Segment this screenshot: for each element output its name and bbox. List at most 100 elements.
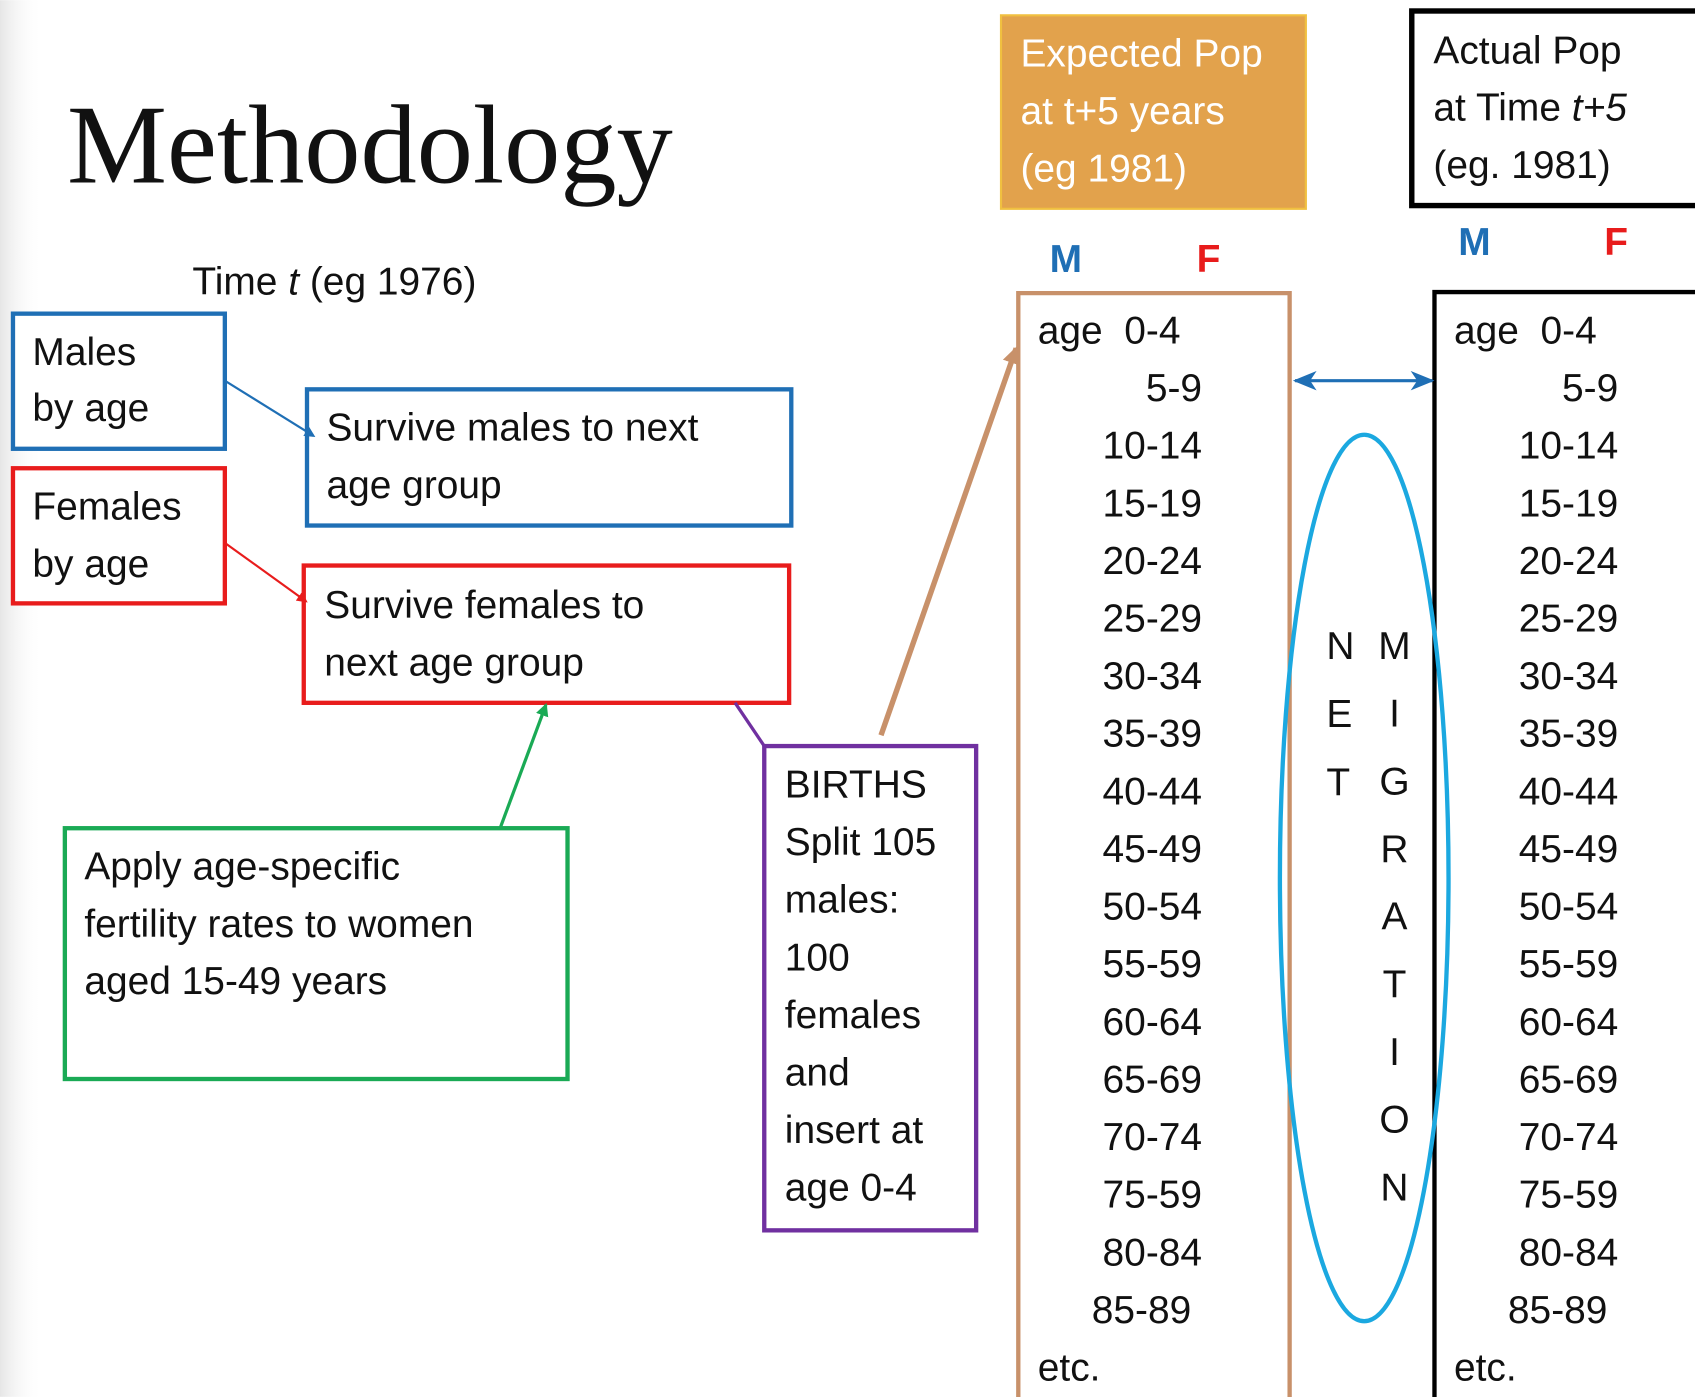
actual-header-line: Actual Pop [1433, 29, 1621, 72]
edge-shade [0, 0, 44, 1397]
box-text: Survive females to [324, 584, 644, 627]
box-text: Females [32, 486, 181, 529]
box-text: fertility rates to women [84, 903, 473, 946]
title: Methodology [67, 84, 673, 208]
connector [733, 701, 766, 747]
actual-header-line: at Time t+5 [1433, 87, 1627, 130]
box-text: Males [32, 331, 136, 374]
age-group: 25-29 [1519, 597, 1619, 640]
box-text: next age group [324, 641, 584, 684]
migration-letter: I [1389, 1031, 1400, 1074]
expected-header-box [999, 14, 1307, 210]
box-text: by age [32, 543, 149, 586]
age-group: 5-9 [1146, 367, 1202, 410]
actual-header-box [1409, 8, 1695, 209]
age-group: age 0-4 [1038, 309, 1181, 352]
migration-ellipse [1277, 432, 1451, 1324]
age-group: 10-14 [1103, 425, 1203, 468]
female-label: F [1197, 238, 1221, 281]
box-text: Survive males to next [326, 407, 698, 450]
box-text: age group [326, 464, 501, 507]
arrow [878, 346, 1020, 737]
migration-letter: G [1379, 760, 1409, 803]
age-group: 60-64 [1519, 1001, 1619, 1044]
age-group: 85-89 [1092, 1289, 1192, 1332]
age-group: 45-49 [1103, 828, 1203, 871]
age-group: 20-24 [1103, 540, 1203, 583]
box-text: Apply age-specific [84, 846, 400, 889]
age-group: 85-89 [1508, 1289, 1608, 1332]
age-group: 35-39 [1519, 713, 1619, 756]
age-group: 80-84 [1519, 1231, 1619, 1274]
age-group: 30-34 [1103, 655, 1203, 698]
actual-header-line: (eg. 1981) [1433, 144, 1610, 187]
box-text: age 0-4 [785, 1167, 917, 1210]
age-group: 40-44 [1103, 770, 1203, 813]
actual-column [1432, 289, 1695, 1397]
female-label: F [1604, 221, 1628, 264]
age-group: age 0-4 [1454, 309, 1597, 352]
age-group: 80-84 [1103, 1231, 1203, 1274]
expected-header-line: Expected Pop [1020, 33, 1262, 76]
migration-letter: M [1378, 625, 1410, 668]
box-text: Split 105 [785, 821, 936, 864]
migration-letter: I [1389, 693, 1400, 736]
expected-header-line: (eg 1981) [1020, 147, 1187, 190]
age-group: 50-54 [1103, 886, 1203, 929]
migration-letter: T [1383, 963, 1407, 1006]
male-label: M [1458, 221, 1490, 264]
age-group: 45-49 [1519, 828, 1619, 871]
expected-column [1016, 290, 1292, 1397]
box-text: BIRTHS [785, 763, 927, 806]
migration-letter: N [1380, 1166, 1408, 1209]
box-text: males: [785, 879, 900, 922]
age-group: 70-74 [1103, 1116, 1203, 1159]
age-group: 20-24 [1519, 540, 1619, 583]
box-text: by age [32, 387, 149, 430]
box-text: and [785, 1052, 850, 1095]
survive-females-box [301, 563, 792, 705]
age-group: 60-64 [1103, 1001, 1203, 1044]
age-group: 10-14 [1519, 425, 1619, 468]
age-group: etc. [1038, 1347, 1101, 1390]
age-group: 50-54 [1519, 886, 1619, 929]
births-box [762, 743, 979, 1233]
age-group: etc. [1454, 1347, 1517, 1390]
arrow [498, 702, 549, 828]
age-group: 5-9 [1562, 367, 1618, 410]
age-group: 70-74 [1519, 1116, 1619, 1159]
migration-letter: R [1380, 828, 1408, 871]
time-label: Time t (eg 1976) [192, 261, 476, 304]
age-group: 35-39 [1103, 713, 1203, 756]
migration-letter: E [1326, 693, 1352, 736]
box-text: females [785, 994, 921, 1037]
age-group: 40-44 [1519, 770, 1619, 813]
age-group: 15-19 [1519, 482, 1619, 525]
age-group: 65-69 [1103, 1058, 1203, 1101]
migration-letter: A [1382, 896, 1408, 939]
age-group: 75-59 [1103, 1174, 1203, 1217]
age-group: 15-19 [1103, 482, 1203, 525]
age-group: 55-59 [1519, 943, 1619, 986]
females-box [10, 466, 228, 606]
arrow [224, 379, 316, 437]
migration-letter: T [1326, 761, 1350, 804]
migration-letter: N [1326, 625, 1354, 668]
survive-males-box [304, 387, 794, 528]
fertility-box [62, 826, 570, 1082]
expected-header-line: at t+5 years [1020, 90, 1224, 133]
migration-letter: O [1379, 1099, 1409, 1142]
arrow [224, 541, 308, 603]
box-text: aged 15-49 years [84, 960, 387, 1003]
male-label: M [1050, 238, 1082, 281]
age-group: 30-34 [1519, 655, 1619, 698]
age-group: 55-59 [1103, 943, 1203, 986]
age-group: 25-29 [1103, 597, 1203, 640]
age-group: 75-59 [1519, 1174, 1619, 1217]
box-text: insert at [785, 1109, 924, 1152]
box-text: 100 [785, 936, 850, 979]
age-group: 65-69 [1519, 1058, 1619, 1101]
males-box [10, 311, 228, 451]
